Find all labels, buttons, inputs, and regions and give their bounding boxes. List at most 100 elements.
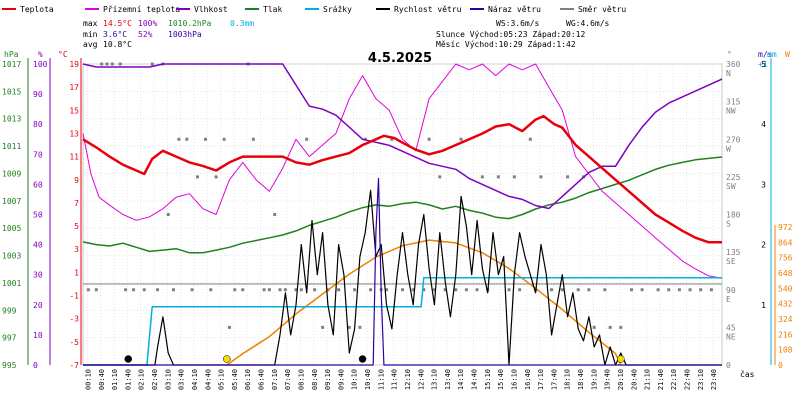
stat-wg: WG:4.6m/s <box>566 19 610 28</box>
hpa-tick-11: 995 <box>2 361 17 370</box>
mm-axis-title: mm <box>767 50 777 59</box>
legend-label-4: Srážky <box>323 5 352 14</box>
time-tick-16: 08:10 <box>297 369 305 390</box>
wind-dir-point-13 <box>172 288 176 292</box>
dir-tick-2: W <box>726 144 731 153</box>
legend-label-2: Vlhkost <box>194 5 228 14</box>
time-tick-36: 18:10 <box>564 369 572 390</box>
wind-dir-point-4 <box>110 62 114 66</box>
wind-dir-point-68 <box>560 288 564 292</box>
stat-min-press: 1003hPa <box>168 30 202 39</box>
ms-tick-2: 3 <box>761 180 766 189</box>
c-tick-3: 13 <box>69 129 79 138</box>
pct-tick-2: 80 <box>33 120 43 129</box>
hpa-tick-6: 1005 <box>2 224 21 233</box>
stat-max-temp: 14.5°C <box>103 19 132 28</box>
pct-tick-6: 40 <box>33 241 43 250</box>
pct-tick-0: 100 <box>33 60 48 69</box>
wind-dir-point-77 <box>629 288 633 292</box>
legend-label-6: Náraz větru <box>488 5 541 14</box>
deg-axis-title: ° <box>727 50 732 59</box>
ms-tick-3: 2 <box>761 241 766 250</box>
time-tick-21: 10:40 <box>364 369 372 390</box>
wind-dir-point-82 <box>688 288 692 292</box>
time-tick-27: 13:40 <box>444 369 452 390</box>
wind-dir-point-26 <box>251 137 255 141</box>
time-tick-46: 23:10 <box>697 369 705 390</box>
stat-ws: WS:3.6m/s <box>496 19 540 28</box>
wind-dir-point-58 <box>480 175 484 179</box>
wind-dir-point-17 <box>195 175 199 179</box>
time-tick-43: 21:40 <box>657 369 665 390</box>
wind-dir-point-83 <box>699 288 703 292</box>
pressure-line <box>82 156 723 254</box>
wind-dir-point-10 <box>156 288 160 292</box>
c-tick-0: 19 <box>69 60 79 69</box>
w-tick-8: 108 <box>778 346 793 355</box>
legend-label-5: Rychlost větru <box>394 5 462 14</box>
wind-dir-point-62 <box>512 175 516 179</box>
wind-dir-point-80 <box>667 288 671 292</box>
time-tick-29: 14:40 <box>471 369 479 390</box>
pct-axis-title: % <box>38 50 43 59</box>
wind-dir-point-22 <box>227 325 231 329</box>
dir-tick-5: SE <box>726 257 736 266</box>
time-tick-6: 03:10 <box>164 369 172 390</box>
chart-date: 4.5.2025 <box>368 51 432 66</box>
wind-dir-point-72 <box>587 288 591 292</box>
w-tick-4: 540 <box>778 284 793 293</box>
pct-tick-3: 70 <box>33 150 43 159</box>
c-tick-10: -1 <box>69 292 79 301</box>
time-tick-13: 06:40 <box>258 369 266 390</box>
wind-dir-point-36 <box>321 325 325 329</box>
dir-tick-4: S <box>726 220 731 229</box>
time-tick-22: 11:10 <box>377 369 385 390</box>
c-tick-1: 17 <box>69 83 79 92</box>
wind-dir-point-45 <box>385 288 389 292</box>
ms-tick-0: 5 <box>761 60 766 69</box>
time-tick-34: 17:10 <box>537 369 545 390</box>
wind-dir-point-84 <box>709 288 713 292</box>
time-tick-18: 09:10 <box>324 369 332 390</box>
c-tick-13: -7 <box>69 361 79 370</box>
time-tick-44: 22:10 <box>670 369 678 390</box>
wind-dir-point-48 <box>411 288 415 292</box>
wind-dir-point-21 <box>222 137 226 141</box>
wind-gust-line <box>83 177 722 366</box>
dir-tick-0: N <box>726 69 731 78</box>
wind-dir-point-54 <box>454 288 458 292</box>
wind-dir-point-16 <box>190 288 194 292</box>
wind-dir-point-43 <box>369 288 373 292</box>
wind-dir-point-5 <box>118 62 122 66</box>
wind-dir-point-46 <box>390 137 394 141</box>
c-tick-9: 1 <box>74 268 79 277</box>
w-tick-6: 324 <box>778 315 793 324</box>
c-tick-8: 3 <box>74 245 79 254</box>
legend-label-1: Přízemní teplota <box>103 5 180 14</box>
stat-avg-label: avg <box>83 40 98 49</box>
wind-dir-point-9 <box>150 62 154 66</box>
hpa-tick-8: 1001 <box>2 279 21 288</box>
time-tick-3: 01:40 <box>124 369 132 390</box>
time-tick-0: 00:10 <box>84 369 92 390</box>
pct-tick-5: 50 <box>33 211 43 220</box>
time-tick-47: 23:40 <box>710 369 718 390</box>
stat-min-hum: 52% <box>138 30 153 39</box>
wind-dir-point-19 <box>209 288 213 292</box>
c-tick-6: 7 <box>74 199 79 208</box>
solar-line <box>226 239 622 366</box>
deg-tick-0: 360 <box>726 60 741 69</box>
wind-dir-point-55 <box>459 137 463 141</box>
wind-dir-point-38 <box>337 288 341 292</box>
time-tick-20: 10:10 <box>351 369 359 390</box>
hpa-axis-title: hPa <box>4 50 19 59</box>
hpa-tick-2: 1013 <box>2 115 21 124</box>
ms-axis-title: m/s <box>758 50 773 59</box>
time-tick-19: 09:40 <box>337 369 345 390</box>
wind-dir-point-34 <box>305 137 309 141</box>
time-tick-10: 05:10 <box>218 369 226 390</box>
ms-tick-4: 1 <box>761 301 766 310</box>
time-tick-17: 08:40 <box>311 369 319 390</box>
w-tick-5: 432 <box>778 300 793 309</box>
